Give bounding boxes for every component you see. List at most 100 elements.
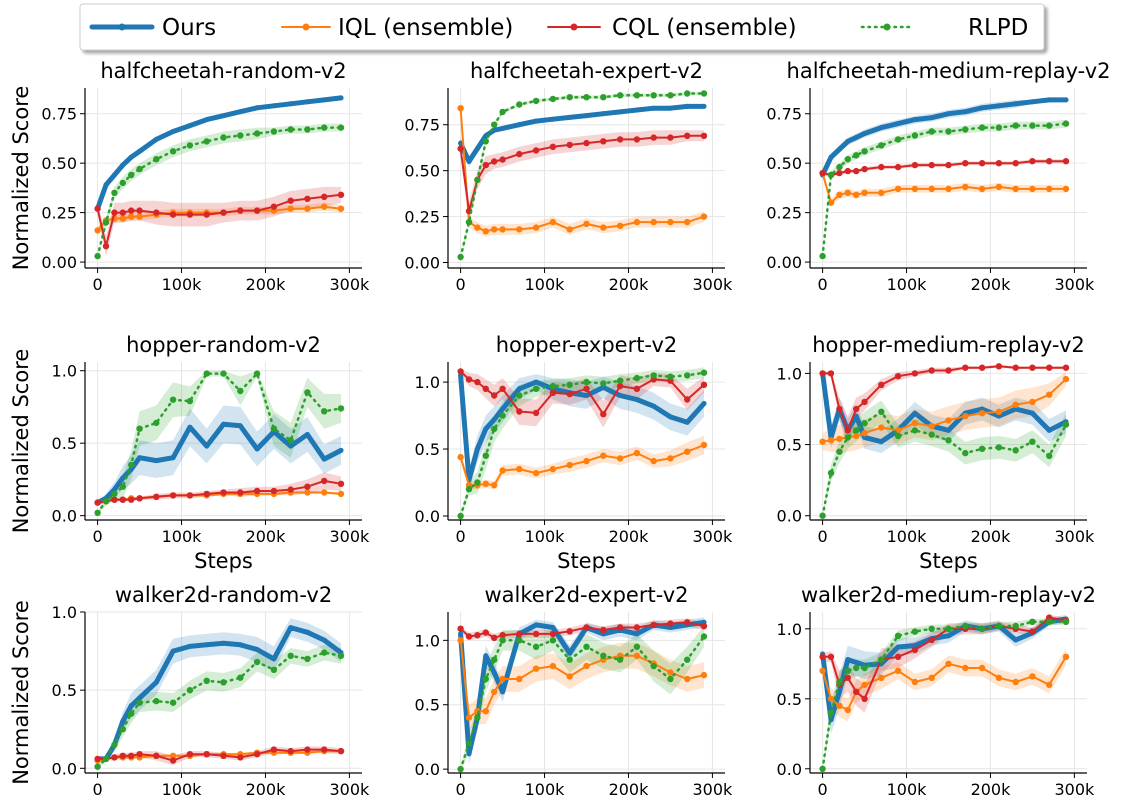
point-marker	[878, 674, 885, 681]
point-marker	[457, 453, 464, 461]
point-marker	[827, 370, 835, 377]
point-marker	[337, 652, 345, 659]
point-marker	[894, 632, 902, 639]
point-marker	[474, 714, 481, 721]
point-marker	[153, 458, 159, 464]
point-marker	[288, 443, 294, 449]
point-marker	[304, 746, 311, 753]
point-marker	[600, 94, 607, 101]
point-marker	[136, 751, 143, 758]
point-marker	[304, 483, 311, 490]
legend-label: RLPD	[968, 15, 1028, 41]
point-marker	[853, 427, 860, 434]
subplot: hopper-medium-replay-v2 0.0 0.5 1.0 0 100k 200…	[777, 333, 1095, 546]
point-marker	[979, 105, 985, 111]
point-marker	[861, 420, 868, 427]
point-marker	[1046, 391, 1053, 398]
x-tick-label: 0	[817, 527, 827, 546]
point-marker	[304, 489, 311, 496]
point-marker	[912, 117, 918, 123]
point-marker	[895, 644, 901, 650]
subplot: hopper-random-v2 0.0 0.5 1.0 0 100k 200k 300k No…	[9, 333, 370, 546]
point-marker	[819, 765, 826, 772]
y-axis-label: Normalized Score	[9, 600, 33, 785]
point-marker	[861, 165, 868, 173]
y-tick-label: 0.25	[404, 208, 440, 227]
point-marker	[532, 665, 540, 672]
point-marker	[516, 386, 522, 392]
point-marker	[516, 630, 523, 638]
point-marker	[1062, 185, 1070, 193]
point-marker	[474, 479, 481, 486]
y-tick-label: 0.00	[766, 253, 802, 272]
point-marker	[120, 162, 126, 168]
point-marker	[499, 632, 506, 639]
point-marker	[1029, 364, 1036, 371]
error-band	[97, 618, 341, 763]
point-marker	[844, 156, 851, 163]
subplot: halfcheetah-medium-replay-v2 0.00 0.25 0.50…	[766, 59, 1110, 294]
point-marker	[1063, 97, 1069, 103]
x-tick-label: 200k	[971, 780, 1012, 799]
point-marker	[466, 751, 472, 757]
y-tick-label: 1.0	[52, 362, 77, 381]
point-marker	[995, 674, 1003, 681]
point-marker	[700, 623, 708, 630]
x-tick-label: 0	[92, 527, 102, 546]
point-marker	[616, 656, 624, 663]
point-marker	[136, 165, 143, 173]
point-marker	[237, 109, 243, 115]
point-marker	[600, 138, 607, 145]
point-marker	[153, 136, 159, 142]
point-marker	[911, 646, 919, 653]
point-marker	[667, 414, 673, 420]
point-marker	[928, 431, 935, 438]
point-marker	[853, 688, 860, 695]
point-marker	[483, 426, 489, 432]
point-marker	[549, 389, 557, 396]
point-marker	[684, 656, 691, 663]
point-marker	[203, 751, 210, 758]
subplot: walker2d-expert-v2 0.0 0.5 1.0 0 100k 200k 300k	[415, 583, 733, 799]
y-tick-label: 0.25	[41, 204, 77, 223]
point-marker	[482, 452, 489, 459]
point-marker	[861, 681, 868, 688]
point-marker	[819, 512, 826, 519]
point-marker	[499, 108, 506, 116]
point-marker	[203, 211, 210, 218]
point-marker	[928, 367, 935, 374]
point-marker	[684, 419, 690, 425]
point-marker	[254, 105, 260, 111]
point-marker	[1013, 101, 1019, 107]
point-marker	[911, 628, 919, 635]
x-tick-label: 0	[455, 275, 465, 294]
point-marker	[650, 92, 657, 99]
point-marker	[633, 218, 641, 226]
point-marker	[633, 449, 641, 457]
point-marker	[700, 381, 708, 388]
point-marker	[270, 203, 278, 210]
point-marker	[128, 154, 134, 160]
legend-label: IQL (ensemble)	[338, 15, 513, 41]
point-marker	[945, 437, 952, 444]
point-marker	[853, 167, 860, 175]
point-marker	[321, 477, 328, 485]
x-tick-label: 200k	[246, 780, 287, 799]
point-marker	[128, 213, 135, 220]
point-marker	[616, 136, 624, 143]
point-marker	[845, 138, 851, 144]
point-marker	[270, 666, 278, 673]
point-marker	[978, 445, 986, 452]
point-marker	[338, 95, 344, 101]
subplot: walker2d-random-v2 0.0 0.5 1.0 0 100k 200k 300k…	[9, 583, 370, 799]
point-marker	[911, 427, 919, 434]
legend-marker	[883, 23, 891, 31]
point-marker	[945, 161, 952, 169]
point-marker	[583, 643, 590, 650]
point-marker	[170, 455, 176, 461]
point-marker	[111, 209, 118, 216]
point-marker	[491, 226, 498, 233]
point-marker	[566, 381, 573, 388]
point-marker	[878, 439, 884, 445]
point-marker	[516, 392, 523, 399]
